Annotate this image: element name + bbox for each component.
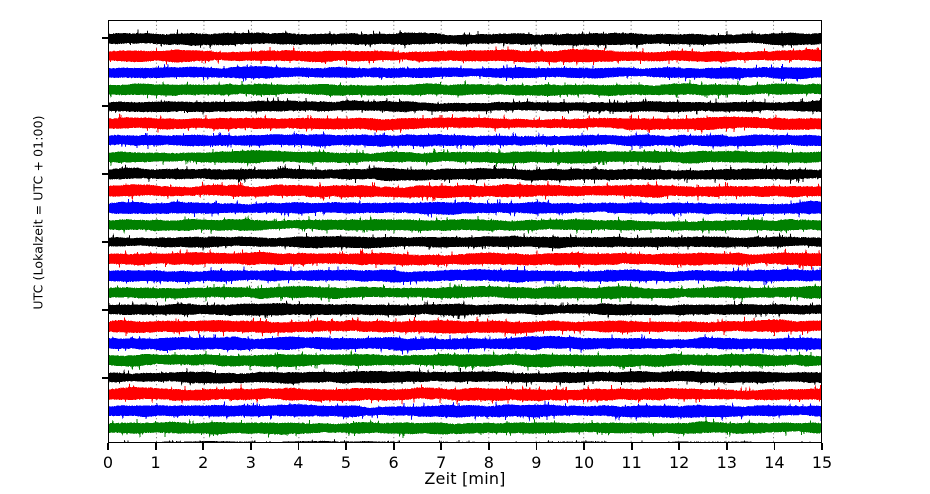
trace-11-15 [109,383,821,406]
y-tick-mark [102,241,109,243]
trace-09-30 [109,265,821,286]
trace-12-00 [109,439,811,442]
x-tick-label: 15 [811,453,833,472]
trace-10-00 [109,300,821,320]
x-tick-label: 11 [621,453,642,472]
x-tick-label: 13 [716,453,737,472]
plot-area [108,20,822,443]
trace-06-30 [109,63,821,82]
x-tick-mark [107,443,109,450]
y-tick-mark [102,37,109,39]
x-tick-label: 1 [150,453,161,472]
y-tick-mark [102,377,109,379]
x-tick-label: 2 [198,453,209,472]
x-tick-label: 7 [436,453,447,472]
trace-06-45 [109,79,821,99]
seismogram-traces [109,29,821,442]
trace-11-00 [109,367,821,387]
x-tick-label: 12 [669,453,690,472]
trace-11-45 [109,416,821,439]
x-tick-label: 5 [340,453,352,472]
x-tick-mark [392,443,395,450]
trace-09-15 [109,248,821,270]
y-tick-mark [102,173,109,175]
x-tick-label: 8 [483,453,494,472]
trace-08-45 [109,215,821,234]
x-tick-label: 4 [293,453,304,472]
x-tick-mark [249,443,252,450]
trace-10-15 [109,316,821,338]
x-tick-mark [535,443,538,450]
trace-08-30 [109,198,821,218]
x-tick-mark [154,443,157,450]
x-tick-label: 0 [102,453,114,472]
y-tick-mark [102,105,109,107]
x-tick-mark [725,443,728,450]
trace-11-30 [109,401,821,422]
trace-08-15 [109,180,821,202]
x-tick-mark [440,443,443,450]
x-tick-label: 9 [531,453,542,472]
x-tick-label: 3 [245,453,256,472]
x-tick-mark [583,443,585,450]
x-tick-label: 10 [573,453,595,472]
x-tick-mark [630,443,633,450]
x-axis-label: Zeit [min] [424,469,506,488]
trace-07-45 [109,147,821,167]
trace-06-15 [109,46,821,67]
x-tick-mark [202,443,205,450]
x-tick-label: 6 [388,453,399,472]
trace-07-30 [109,131,821,151]
trace-09-00 [109,232,821,252]
trace-07-15 [109,113,821,134]
trace-06-00 [109,29,821,50]
x-tick-mark [487,443,490,450]
x-tick-mark [345,443,347,450]
trace-09-45 [109,282,821,303]
x-tick-mark [821,443,823,450]
trace-10-45 [109,349,821,371]
y-axis-label: UTC (Lokalzeit = UTC + 01:00) [30,115,46,310]
x-tick-mark [773,443,776,450]
x-tick-mark [297,443,300,450]
x-tick-label: 14 [764,453,785,472]
y-tick-mark [102,309,109,311]
trace-07-00 [109,96,821,115]
trace-08-00 [109,164,821,185]
x-tick-mark [678,443,681,450]
trace-10-30 [109,333,821,355]
